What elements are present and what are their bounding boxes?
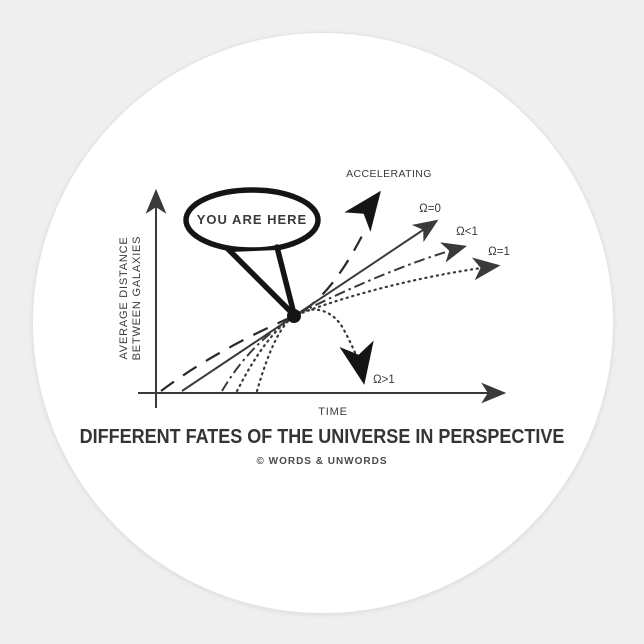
accelerating-label: ACCELERATING: [346, 168, 432, 180]
omega-0-label: Ω=0: [419, 203, 441, 215]
present-time-dot: [287, 309, 301, 323]
circular-sticker: [32, 32, 614, 614]
you-are-here-bubble: YOU ARE HERE: [183, 187, 321, 323]
y-axis-label-line2: BETWEEN GALAXIES: [131, 236, 143, 361]
bubble-tail-left-edge: [225, 246, 295, 316]
bubble-tail-right-edge: [274, 244, 297, 317]
sticker-title: DIFFERENT FATES OF THE UNIVERSE IN PERSP…: [79, 426, 565, 448]
curve-omega-eq-1: [235, 257, 501, 393]
curve-omega-gt-1: [255, 308, 374, 393]
omega-eq-1-label: Ω=1: [488, 246, 510, 258]
curves: ACCELERATING Ω=0 Ω<1 Ω=1 Ω>1: [160, 168, 510, 393]
curve-accelerating: [160, 229, 366, 392]
x-axis-label: TIME: [318, 406, 347, 418]
curve-omega-0: [181, 219, 439, 392]
omega-gt-1-label: Ω>1: [373, 374, 395, 386]
y-axis-label-line1: AVERAGE DISTANCE: [118, 236, 130, 359]
attribution: © WORDS & UNWORDS: [256, 456, 388, 467]
omega-lt-1-label: Ω<1: [456, 226, 478, 238]
accelerating-arrow-icon: [344, 190, 381, 232]
you-are-here-label: YOU ARE HERE: [197, 212, 307, 227]
bubble-ellipse: [183, 187, 321, 253]
axes: TIME AVERAGE DISTANCE BETWEEN GALAXIES: [118, 188, 507, 418]
